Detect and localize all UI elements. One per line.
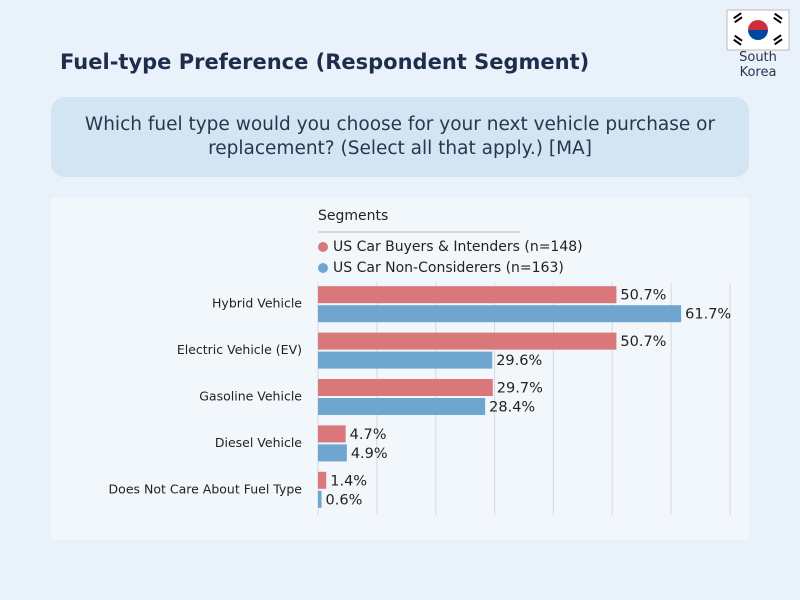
value-label: 50.7%: [620, 288, 666, 304]
bar: [318, 398, 486, 415]
value-label: 61.7%: [685, 307, 731, 323]
value-label: 28.4%: [489, 400, 535, 416]
category-label: Electric Vehicle (EV): [177, 342, 302, 357]
category-label: Hybrid Vehicle: [212, 296, 302, 311]
flag: [726, 9, 790, 51]
legend-title: Segments: [318, 208, 388, 224]
legend-label: US Car Buyers & Intenders (n=148): [333, 239, 583, 255]
bar: [318, 379, 493, 396]
legend-marker: [318, 242, 328, 252]
value-label: 4.9%: [351, 446, 388, 462]
value-label: 29.7%: [497, 381, 543, 397]
question-box: Which fuel type would you choose for you…: [51, 97, 749, 177]
category-label: Gasoline Vehicle: [199, 389, 302, 404]
bar: [318, 332, 617, 350]
value-label: 4.7%: [350, 427, 387, 443]
legend-label: US Car Non-Considerers (n=163): [333, 260, 564, 276]
bar: [318, 286, 617, 304]
category-label: Diesel Vehicle: [215, 435, 302, 450]
country: South Korea: [739, 50, 777, 80]
value-label: 1.4%: [330, 473, 367, 489]
legend-marker: [318, 263, 328, 273]
value-label: 29.6%: [496, 353, 542, 369]
value-label: 50.7%: [620, 334, 666, 350]
bar: [318, 351, 493, 369]
bar: [318, 471, 327, 489]
bar: [318, 444, 347, 462]
bar: [318, 305, 682, 323]
chart-panel: [51, 198, 749, 540]
bar: [318, 490, 322, 508]
question: Which fuel type would you choose for you…: [84, 114, 716, 159]
bar: [318, 425, 346, 443]
value-label: 0.6%: [326, 492, 363, 508]
category-label: Does Not Care About Fuel Type: [109, 481, 303, 496]
page-title: Fuel-type Preference (Respondent Segment…: [60, 50, 590, 74]
